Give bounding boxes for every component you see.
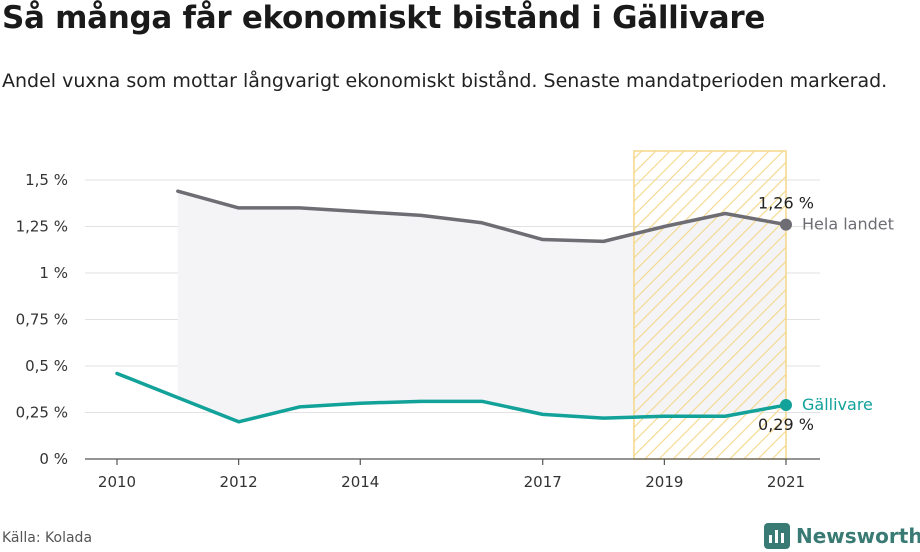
- y-tick-label: 1 %: [39, 264, 68, 282]
- series-value-label: 1,26 %: [758, 194, 814, 213]
- y-tick-label: 1,25 %: [16, 218, 68, 236]
- y-tick-label: 0,5 %: [25, 357, 68, 375]
- brand-logo[interactable]: Newsworthy: [764, 521, 920, 551]
- axes: 0 % 0,25 % 0,5 % 0,75 % 1 % 1,25 % 1,5 % 2010 20…: [16, 171, 820, 491]
- series-end-point: [780, 399, 792, 412]
- x-tick-label: 2021: [767, 473, 805, 491]
- x-tick-label: 2010: [98, 473, 136, 491]
- chart-title: Så många får ekonomiskt bistånd i Gälliv…: [2, 0, 766, 36]
- x-tick-label: 2012: [220, 473, 258, 491]
- series-end-point: [780, 218, 792, 231]
- chart-subtitle: Andel vuxna som mottar långvarigt ekonom…: [2, 70, 888, 92]
- series-name-label: Gällivare: [802, 395, 873, 414]
- x-tick-label: 2019: [645, 473, 683, 491]
- x-tick-label: 2017: [524, 473, 562, 491]
- series-name-label: Hela landet: [802, 215, 894, 234]
- newsworthy-logo-icon: [764, 523, 790, 549]
- y-tick-label: 0,75 %: [16, 311, 68, 329]
- x-tick-label: 2014: [341, 473, 379, 491]
- highlight-period: [633, 150, 787, 460]
- brand-name: Newsworthy: [796, 524, 920, 548]
- series-line-national: [176, 189, 788, 244]
- y-tick-label: 1,5 %: [25, 171, 68, 189]
- series-lines: [115, 189, 792, 424]
- source-note: Källa: Kolada: [2, 530, 93, 546]
- y-tick-label: 0 %: [39, 450, 68, 468]
- y-tick-label: 0,25 %: [16, 404, 68, 422]
- series-value-label: 0,29 %: [758, 415, 814, 434]
- highlight-rect: [633, 150, 787, 460]
- series-line-local: [115, 371, 788, 424]
